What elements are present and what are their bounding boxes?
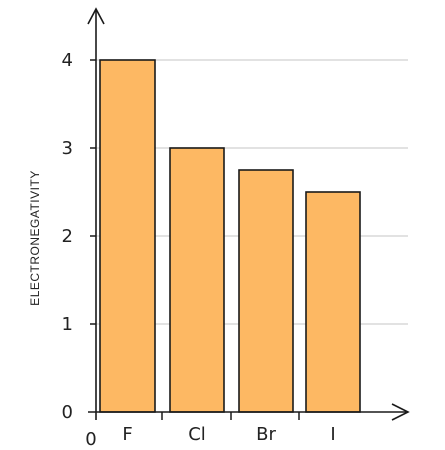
bar-F — [99, 59, 156, 413]
x-ticks: F Cl Br I — [122, 412, 336, 445]
x-axis-arrow — [391, 403, 410, 421]
x-tick-label-I: I — [330, 424, 335, 445]
y-tick-label-3: 3 — [62, 138, 73, 159]
y-axis-arrow — [87, 7, 105, 25]
y-axis-label: ELECTRONEGATIVITY — [28, 170, 42, 306]
bar-Br — [238, 169, 294, 413]
y-tick-label-0: 0 — [62, 402, 73, 423]
y-ticks: 0 1 2 3 4 — [62, 50, 96, 423]
y-tick-label-4: 4 — [62, 50, 73, 71]
x-tick-label-F: F — [122, 424, 132, 445]
y-tick-label-2: 2 — [62, 226, 73, 247]
origin-label: 0 — [85, 429, 96, 450]
bar-I — [305, 191, 361, 413]
x-tick-label-Cl: Cl — [188, 424, 206, 445]
bar-Cl — [169, 147, 225, 413]
y-tick-label-1: 1 — [62, 314, 73, 335]
x-tick-label-Br: Br — [256, 424, 276, 445]
axes — [87, 7, 410, 421]
